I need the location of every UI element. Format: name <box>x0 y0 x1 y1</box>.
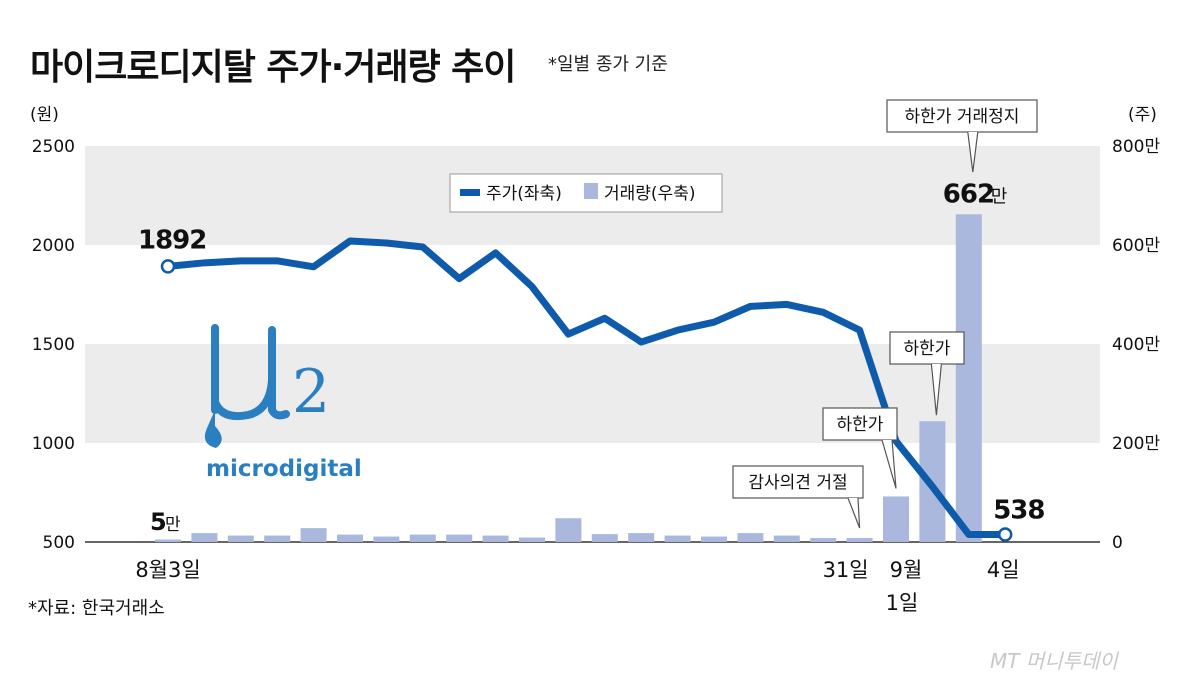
x-tick-label: 4일 <box>987 558 1020 582</box>
x-tick-label: 1일 <box>886 591 919 615</box>
legend-volume-swatch <box>584 183 598 199</box>
logo-drop <box>204 410 222 448</box>
volume-bar <box>155 539 181 542</box>
price-start-marker <box>160 259 176 274</box>
annotation-audit-label: 감사의견 거절 <box>748 473 847 493</box>
price-end-label: 538 <box>993 495 1044 525</box>
volume-bar <box>628 533 655 542</box>
annotation-limit-down-1-box <box>822 407 898 441</box>
volume-start-label: 5 <box>150 508 166 536</box>
volume-bar <box>409 534 436 542</box>
annotation-limit-down-1-label: 하한가 <box>837 415 884 435</box>
x-tick-label: 9월 <box>890 558 923 582</box>
annotation-trading-halt-label: 하한가 거래정지 <box>905 107 1020 127</box>
legend-volume-label: 거래량(우축) <box>604 184 695 204</box>
y-right-tick-label: 600만 <box>1112 236 1160 256</box>
volume-bar <box>227 535 254 542</box>
volume-bar <box>373 536 400 542</box>
price-line <box>164 237 1009 538</box>
y-left-tick-label: 2500 <box>32 137 75 157</box>
y-right-tick-label: 0 <box>1112 533 1123 553</box>
volume-bar <box>883 496 909 542</box>
y-left-axis-label: (원) <box>30 105 59 125</box>
annotation-limit-down-2-label: 하한가 <box>904 339 951 359</box>
legend-price-swatch <box>460 189 480 196</box>
volume-bar <box>591 534 618 542</box>
x-tick-label: 31일 <box>823 558 869 582</box>
volume-bar <box>773 535 800 542</box>
source-note: *자료: 한국거래소 <box>28 598 165 619</box>
x-tick-label: 8월3일 <box>135 558 200 582</box>
annotation-audit-box <box>732 465 864 499</box>
watermark: MT 머니투데이 <box>990 649 1118 673</box>
chart-subtitle: *일별 종가 기준 <box>548 54 668 75</box>
volume-peak-unit: 만 <box>991 186 1008 207</box>
annotation-trading-halt-box <box>886 99 1038 133</box>
annotation-limit-down-1-pointer <box>881 439 897 489</box>
volume-bar <box>737 533 764 542</box>
y-right-axis-label: (주) <box>1128 105 1157 125</box>
volume-bar <box>300 528 327 542</box>
logo-mu-symbol <box>211 324 290 421</box>
volume-bar <box>810 538 837 542</box>
y-left-tick-label: 1500 <box>32 335 75 355</box>
volume-bar <box>519 537 545 542</box>
y-left-tick-label: 500 <box>43 533 75 553</box>
volume-bar <box>337 534 363 542</box>
annotation-limit-down-2-pointer <box>930 363 942 416</box>
volume-bar <box>846 538 873 542</box>
annotation-limit-down-2-box <box>889 331 965 365</box>
annotation-audit-pointer <box>847 497 861 529</box>
y-left-tick-label: 2000 <box>32 236 75 256</box>
volume-bar <box>664 535 691 542</box>
volume-bar <box>955 214 982 542</box>
y-left-tick-label: 1000 <box>32 434 75 454</box>
price-end-marker <box>997 527 1013 542</box>
legend-price-label: 주가(좌축) <box>486 184 562 204</box>
volume-peak-label: 662 <box>943 179 994 209</box>
logo-text: microdigital <box>206 456 362 482</box>
volume-bar <box>264 535 291 542</box>
volume-bar <box>482 535 509 542</box>
chart-title: 마이크로디지탈 주가·거래량 추이 <box>30 47 516 88</box>
volume-bar <box>555 518 582 542</box>
annotation-trading-halt-pointer <box>967 131 979 173</box>
volume-bar <box>191 533 218 542</box>
y-right-tick-label: 200만 <box>1112 434 1160 454</box>
logo-two: 2 <box>292 357 330 427</box>
y-right-tick-label: 800만 <box>1112 137 1160 157</box>
price-start-label: 1892 <box>138 225 206 255</box>
y-right-tick-label: 400만 <box>1112 335 1160 355</box>
volume-bar <box>701 536 727 542</box>
volume-start-unit: 만 <box>165 515 181 535</box>
volume-bar <box>446 534 473 542</box>
